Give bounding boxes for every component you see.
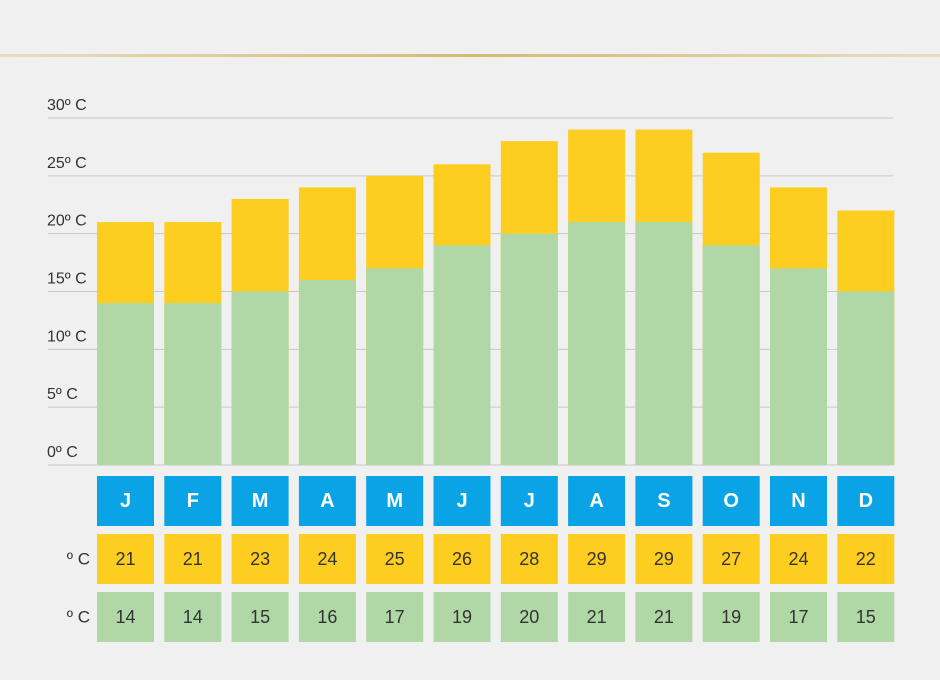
max-temp-cell-label: 24 (788, 549, 808, 569)
max-temp-cell (97, 534, 154, 584)
top-divider (0, 54, 940, 57)
max-temp-cell (635, 534, 693, 584)
max-temp-cell (366, 534, 424, 584)
max-temp-cell-label: 21 (115, 549, 135, 569)
month-cell-label: M (252, 490, 269, 512)
y-tick-label: 30º C (47, 97, 87, 114)
max-temp-cell-label: 24 (317, 549, 337, 569)
min-temp-cell-label: 21 (587, 607, 607, 627)
min-temp-bar (366, 268, 424, 465)
min-temp-cell (366, 592, 424, 642)
min-temp-bar (164, 303, 222, 465)
month-cell-label: O (723, 490, 739, 512)
max-temp-cell-label: 29 (654, 549, 674, 569)
row-unit-label: º C (67, 608, 90, 627)
max-temp-cell (433, 534, 491, 584)
min-temp-cell-label: 19 (452, 607, 472, 627)
max-temp-cell (298, 534, 356, 584)
month-cell (635, 476, 693, 526)
min-temp-cell (837, 592, 895, 642)
min-temp-cell-label: 17 (788, 607, 808, 627)
min-temp-cell-label: 15 (856, 607, 876, 627)
min-temp-cell (433, 592, 491, 642)
month-cell (500, 476, 558, 526)
max-temp-cell (702, 534, 760, 584)
y-tick-label: 20º C (47, 213, 87, 230)
max-temp-cell (568, 534, 626, 584)
min-temp-cell-label: 16 (317, 607, 337, 627)
month-cell (97, 476, 154, 526)
y-tick-label: 0º C (47, 444, 78, 461)
bars (97, 129, 895, 466)
min-temp-cell (500, 592, 558, 642)
min-temp-cell-label: 14 (183, 607, 203, 627)
month-cell-label: A (320, 490, 334, 512)
min-temp-bar (433, 245, 491, 465)
month-cell (298, 476, 356, 526)
min-temp-cell (770, 592, 827, 642)
min-temp-bar (97, 303, 154, 465)
month-cell (433, 476, 491, 526)
month-cell (702, 476, 760, 526)
row-unit-label: º C (67, 550, 90, 569)
max-temp-cell-label: 28 (519, 549, 539, 569)
max-temp-cell-label: 26 (452, 549, 472, 569)
month-cell (837, 476, 895, 526)
y-axis-labels: 0º C 5º C 10º C 15º C 20º C 25º C 30º C (47, 97, 87, 461)
min-temp-cell (164, 592, 222, 642)
month-cell-label: D (859, 490, 873, 512)
min-temp-bar (770, 268, 827, 465)
min-temp-bar (500, 233, 558, 465)
max-temp-cell-label: 27 (721, 549, 741, 569)
y-tick-label: 25º C (47, 155, 87, 172)
min-temp-cell-label: 19 (721, 607, 741, 627)
month-cell-label: J (524, 490, 535, 512)
month-cell-label: N (791, 490, 805, 512)
month-cell-label: M (386, 490, 403, 512)
month-cell (568, 476, 626, 526)
data-table: J F M A M J J A S O N Dº C 21 21 23 24 25 26 28 29 29 27 24 22 º… (67, 476, 895, 642)
min-temp-cell (702, 592, 760, 642)
max-temp-cell-label: 23 (250, 549, 270, 569)
min-temp-bar (298, 279, 356, 465)
min-temp-cell (231, 592, 289, 642)
max-temp-cell (164, 534, 222, 584)
min-temp-cell-label: 15 (250, 607, 270, 627)
month-cell-label: A (589, 490, 603, 512)
month-cell (164, 476, 222, 526)
month-cell-label: F (187, 490, 199, 512)
month-cell (231, 476, 289, 526)
max-temp-cell-label: 21 (183, 549, 203, 569)
month-cell-label: J (456, 490, 467, 512)
month-cell (366, 476, 424, 526)
max-temp-cell (770, 534, 827, 584)
y-tick-label: 5º C (47, 386, 78, 403)
month-cell-label: J (120, 490, 131, 512)
max-temp-cell-label: 25 (385, 549, 405, 569)
min-temp-bar (635, 222, 693, 465)
min-temp-bar (568, 222, 626, 465)
min-temp-bar (837, 291, 895, 465)
min-temp-cell (568, 592, 626, 642)
min-temp-bar (231, 291, 289, 465)
min-temp-cell (298, 592, 356, 642)
min-temp-cell-label: 21 (654, 607, 674, 627)
max-temp-cell-label: 22 (856, 549, 876, 569)
min-temp-cell-label: 14 (115, 607, 135, 627)
max-temp-cell (231, 534, 289, 584)
month-cell-label: S (657, 490, 670, 512)
min-temp-bar (702, 245, 760, 465)
min-temp-cell-label: 17 (385, 607, 405, 627)
max-temp-cell-label: 29 (587, 549, 607, 569)
min-temp-cell (97, 592, 154, 642)
max-temp-cell (500, 534, 558, 584)
y-tick-label: 10º C (47, 328, 87, 345)
max-temp-cell (837, 534, 895, 584)
min-temp-cell (635, 592, 693, 642)
y-tick-label: 15º C (47, 271, 87, 288)
min-temp-cell-label: 20 (519, 607, 539, 627)
month-cell (770, 476, 827, 526)
